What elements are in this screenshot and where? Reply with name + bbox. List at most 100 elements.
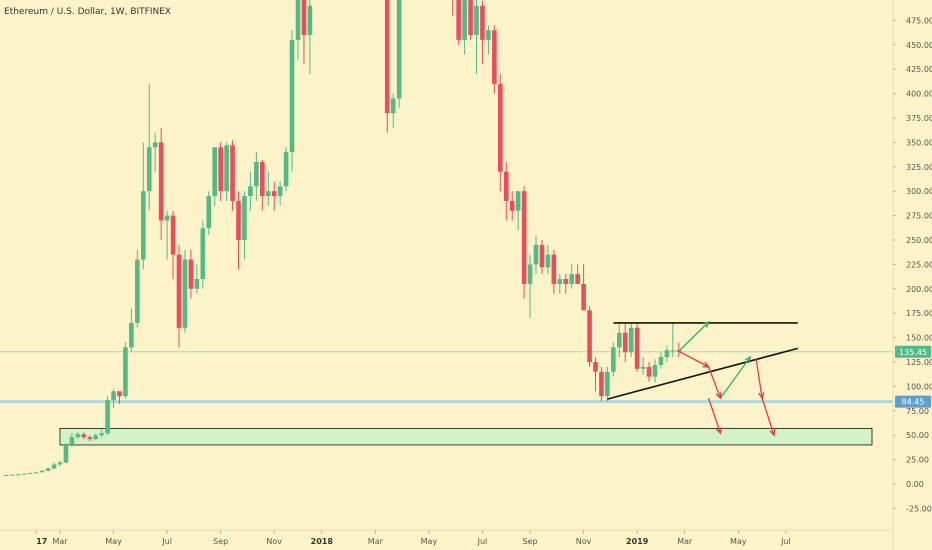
candle <box>45 467 51 472</box>
candle-body <box>670 350 676 352</box>
candle-body <box>307 5 313 36</box>
candle-body <box>141 191 146 260</box>
support-badge-bg <box>895 395 931 408</box>
candle <box>658 352 664 369</box>
candle-body <box>605 371 610 397</box>
candle <box>242 191 247 260</box>
candle <box>452 0 454 16</box>
price-axis[interactable]: 475.00 450.00 425.00 400.00 375.00 350.00 325.… <box>893 16 932 513</box>
candle-body <box>16 474 21 476</box>
candle <box>605 366 610 403</box>
arrow-down-shaft <box>707 366 722 399</box>
candle <box>146 83 152 211</box>
candle-body <box>396 0 402 99</box>
candle <box>396 0 402 109</box>
price-badges: 135.45 84.45 <box>895 345 931 408</box>
candle <box>230 140 235 211</box>
y-tick-label: 475.00 <box>906 16 932 25</box>
candle <box>640 357 646 375</box>
y-tick-label: 0.00 <box>906 480 924 489</box>
candle <box>75 432 81 440</box>
candle <box>170 210 176 280</box>
candle <box>503 161 509 221</box>
candle <box>670 322 676 358</box>
candle <box>236 191 241 270</box>
candle-body <box>527 264 533 284</box>
y-tick-label: 100.00 <box>906 382 932 391</box>
x-tick-label: Jul <box>161 537 172 546</box>
candle-body <box>277 186 283 197</box>
candle <box>557 274 563 294</box>
candle <box>123 342 128 399</box>
candle-body <box>646 366 652 377</box>
candle-body <box>146 147 152 192</box>
candle-body <box>301 0 307 36</box>
candle <box>212 147 217 206</box>
candle-body <box>236 200 241 240</box>
candle <box>468 0 473 40</box>
candle-body <box>45 468 51 471</box>
candle <box>527 254 533 319</box>
candle <box>622 322 628 362</box>
drawings-layer <box>607 320 799 437</box>
candle-body <box>254 161 259 187</box>
candle <box>611 342 616 377</box>
candle <box>224 142 229 201</box>
candle-body <box>557 279 563 284</box>
candle-body <box>248 186 253 197</box>
candle <box>486 25 491 55</box>
candle-body <box>575 274 580 284</box>
candle-body <box>545 254 551 268</box>
candle-body <box>111 391 116 401</box>
arrow-up <box>719 355 752 399</box>
candle-body <box>486 30 491 40</box>
y-tick-label: 200.00 <box>906 285 932 294</box>
candle <box>515 191 521 231</box>
arrow-down-head <box>715 392 722 400</box>
arrow-down-head <box>769 429 776 437</box>
y-tick-label: 300.00 <box>906 187 932 196</box>
candle-body <box>563 279 569 284</box>
x-tick-label: Mar <box>368 537 384 546</box>
arrow-down <box>761 397 776 437</box>
candle-body <box>218 147 223 192</box>
candle-body <box>188 259 194 289</box>
candle <box>301 0 307 65</box>
candle-body <box>462 0 467 40</box>
x-tick-label: May <box>105 537 122 546</box>
candle-body <box>22 473 27 475</box>
candle <box>277 181 283 206</box>
candle <box>111 389 116 408</box>
candle <box>39 470 45 473</box>
candle <box>617 322 622 358</box>
candle-body <box>39 470 45 473</box>
candle-body <box>129 322 134 348</box>
candle <box>545 244 551 275</box>
candle-body <box>628 327 634 353</box>
candle-body <box>33 472 39 474</box>
candle-body <box>658 357 664 365</box>
candle <box>99 429 104 438</box>
candle <box>509 191 515 221</box>
candle <box>16 474 21 476</box>
candle-body <box>10 474 15 476</box>
x-tick-label: 2018 <box>311 537 334 546</box>
support-badge: 84.45 <box>895 395 931 408</box>
candle-body <box>69 437 75 445</box>
candle <box>81 432 87 440</box>
candle <box>456 0 461 45</box>
candle <box>587 306 592 367</box>
arrow-down-shaft <box>707 397 722 434</box>
candle-body <box>260 161 265 197</box>
candle-body <box>63 444 69 463</box>
time-axis[interactable]: 17 Mar May Jul Sep Nov 2018 Mar May Jul Sep Nov 2019… <box>35 530 791 546</box>
candle-body <box>224 145 229 192</box>
candle <box>182 249 188 333</box>
candle-body <box>200 228 206 280</box>
candle-body <box>4 475 9 477</box>
candle-body <box>390 98 396 114</box>
candle <box>164 210 170 260</box>
candle <box>664 345 670 362</box>
candle-body <box>230 145 235 201</box>
